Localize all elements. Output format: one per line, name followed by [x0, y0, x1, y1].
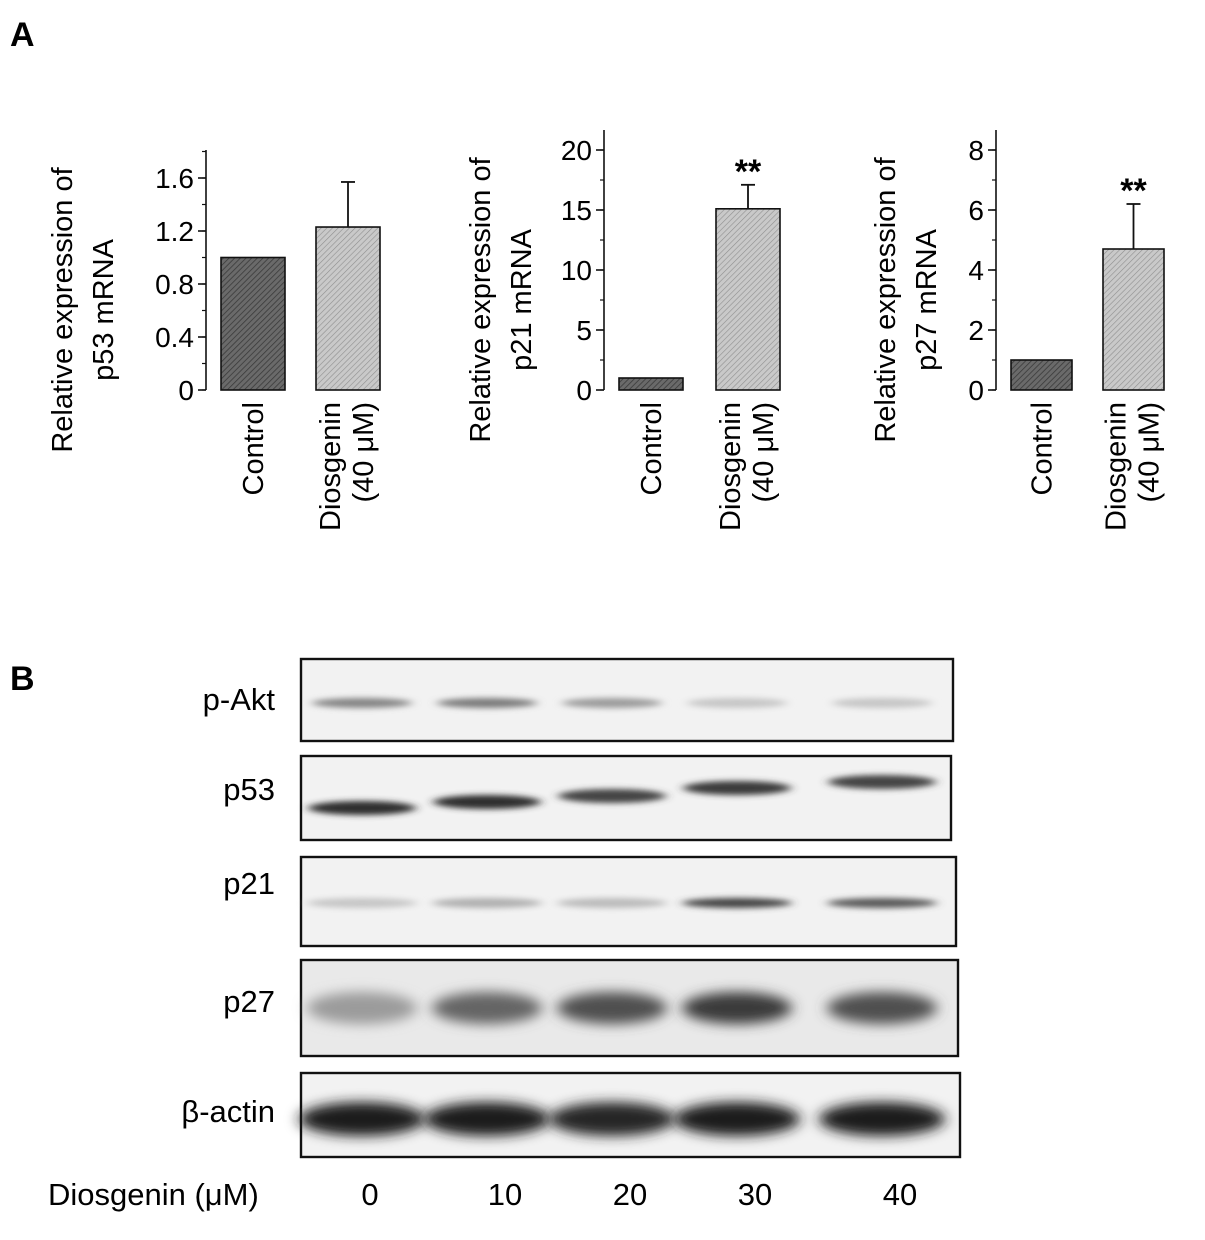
blot-band	[557, 992, 667, 1024]
category-label: Control	[1027, 402, 1059, 496]
bar-diosgenin	[1102, 248, 1165, 391]
bar-charts: 0 0.4 0.8 1.2 1.6 Relative expression of p53 m…	[47, 130, 1166, 531]
chart-1: 0 0.4 0.8 1.2 1.6 Relative expression of p53 m…	[47, 150, 381, 531]
dose-label: 20	[613, 1177, 647, 1212]
y-tick-label: 6	[968, 195, 984, 226]
blot-band	[432, 898, 542, 908]
dose-label: 40	[883, 1177, 917, 1212]
y-tick-label: 2	[968, 315, 984, 346]
y-tick-label: 0	[178, 375, 194, 406]
dose-label: 30	[738, 1177, 772, 1212]
blot-band	[674, 1102, 800, 1136]
blot-band	[307, 992, 417, 1024]
blot-row-4: β-actin	[181, 1071, 962, 1159]
y-tick-label: 1.6	[155, 163, 194, 194]
bar-control	[618, 377, 684, 391]
panel-b-letter: B	[10, 660, 35, 698]
category-label-line1: Diosgenin	[315, 402, 347, 531]
blot-band	[307, 898, 417, 908]
blot-band	[827, 992, 937, 1024]
significance-marker: **	[735, 153, 762, 191]
blot-row-0: p-Akt	[203, 657, 955, 743]
chart-3: 0 2 4 6 8 Relative expression of p27 mRNA Contr…	[870, 130, 1166, 531]
y-axis-title-line2: p27 mRNA	[911, 228, 943, 370]
y-axis-title-line1: Relative expression of	[870, 156, 902, 442]
blot-band	[308, 801, 416, 815]
bar-diosgenin	[315, 226, 381, 391]
blot-band	[312, 698, 412, 708]
blot-band	[432, 992, 542, 1024]
blot-band	[562, 698, 662, 708]
bar-control	[1010, 359, 1073, 391]
blot-band	[424, 1102, 550, 1136]
blot-band	[558, 789, 666, 803]
blot-band	[687, 698, 787, 708]
blot-band	[557, 898, 667, 908]
blot-row-1: p53	[223, 754, 953, 842]
panel-a-letter: A	[10, 16, 35, 54]
bar-control	[220, 256, 286, 391]
blot-band	[549, 1102, 675, 1136]
blot-row-label: β-actin	[181, 1094, 275, 1129]
western-blot: p-Akt p53 p21 p27 β-actin Diosgenin (μM) 0 10 20…	[48, 657, 962, 1212]
category-label-line1: Diosgenin	[715, 402, 747, 531]
y-axis-title-line1: Relative expression of	[465, 156, 497, 442]
blot-band	[299, 1102, 425, 1136]
blot-row-label: p27	[223, 984, 275, 1019]
blot-band	[683, 781, 791, 795]
y-tick-label: 15	[561, 195, 592, 226]
y-tick-label: 10	[561, 255, 592, 286]
category-label-line2: (40 μM)	[748, 402, 780, 503]
blot-band	[828, 775, 936, 789]
category-label-line1: Diosgenin	[1101, 402, 1133, 531]
y-tick-label: 20	[561, 135, 592, 166]
blot-band	[819, 1102, 945, 1136]
blot-band	[433, 795, 541, 809]
y-tick-label: 0	[576, 375, 592, 406]
y-tick-label: 0.8	[155, 269, 194, 300]
category-label: Control	[636, 402, 668, 496]
y-tick-label: 0.4	[155, 322, 194, 353]
chart-2: 0 5 10 15 20 Relative expression of p21 mRNA Co…	[465, 130, 781, 531]
y-tick-label: 1.2	[155, 216, 194, 247]
dose-label: 0	[361, 1177, 378, 1212]
category-label-line2: (40 μM)	[348, 402, 380, 503]
category-label-line2: (40 μM)	[1134, 402, 1166, 503]
blot-frame	[299, 754, 953, 842]
blot-row-3: p27	[223, 958, 960, 1058]
y-tick-label: 4	[968, 255, 984, 286]
significance-marker: **	[1120, 172, 1147, 210]
blot-band	[827, 898, 937, 908]
blot-band	[832, 698, 932, 708]
dose-label: 10	[488, 1177, 522, 1212]
blot-row-2: p21	[223, 855, 958, 948]
blot-row-label: p-Akt	[203, 682, 276, 717]
y-axis-title-line2: p21 mRNA	[506, 228, 538, 370]
blot-band	[682, 898, 792, 908]
blot-band	[437, 698, 537, 708]
y-axis-title-line1: Relative expression of	[47, 166, 79, 452]
y-axis-title-line2: p53 mRNA	[88, 238, 120, 380]
blot-row-label: p53	[223, 772, 275, 807]
y-tick-label: 0	[968, 375, 984, 406]
y-tick-label: 8	[968, 135, 984, 166]
category-label: Control	[238, 402, 270, 496]
y-tick-label: 5	[576, 315, 592, 346]
blot-band	[682, 992, 792, 1024]
dose-axis-title: Diosgenin (μM)	[48, 1177, 259, 1212]
blot-row-label: p21	[223, 866, 275, 901]
bar-diosgenin	[715, 208, 781, 391]
